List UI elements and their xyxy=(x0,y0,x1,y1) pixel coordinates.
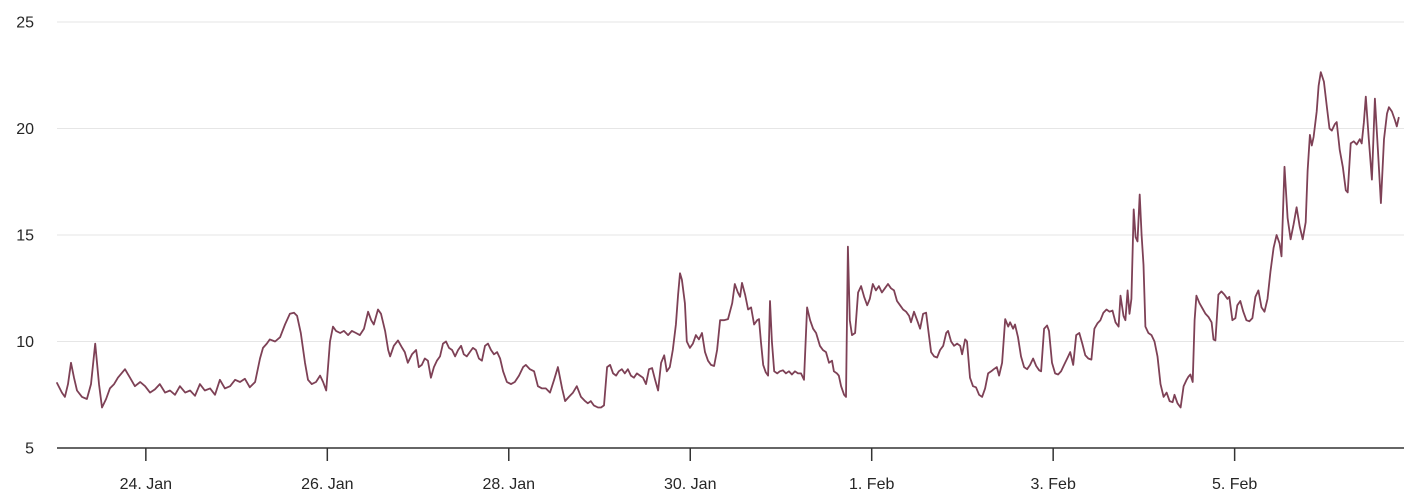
x-axis-label: 30. Jan xyxy=(664,476,716,493)
x-axis-label: 5. Feb xyxy=(1212,476,1257,493)
y-axis-label: 25 xyxy=(16,15,34,32)
y-axis-label: 20 xyxy=(16,121,34,138)
x-axis-label: 26. Jan xyxy=(301,476,353,493)
x-axis-label: 1. Feb xyxy=(849,476,894,493)
x-axis-label: 28. Jan xyxy=(483,476,535,493)
y-axis-label: 10 xyxy=(16,334,34,351)
series-line[interactable] xyxy=(56,71,1400,409)
y-axis-label: 5 xyxy=(25,441,34,458)
x-axis-label: 24. Jan xyxy=(120,476,172,493)
x-axis-label: 3. Feb xyxy=(1030,476,1075,493)
y-axis-label: 15 xyxy=(16,228,34,245)
